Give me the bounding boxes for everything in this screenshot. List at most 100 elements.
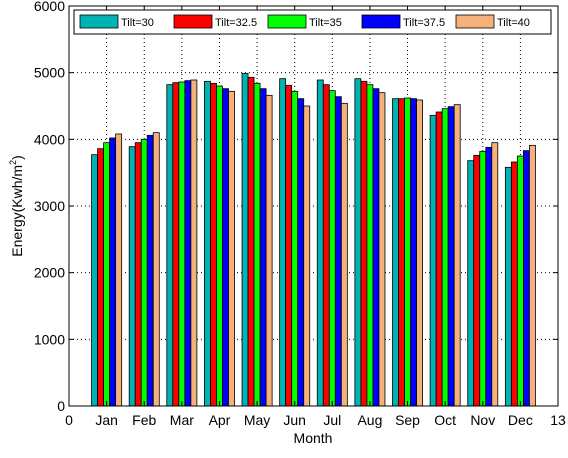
bar [184,80,192,407]
bar [441,108,449,407]
bar [491,142,499,407]
bar [316,79,324,407]
bar [360,80,368,407]
bar [303,105,311,407]
bar [222,88,229,407]
bar [529,144,536,407]
legend-swatch [361,14,401,29]
bar [297,98,305,407]
legend-swatch [267,14,307,29]
x-tick-label: Jul [323,412,341,428]
x-tick-label: Jan [95,412,118,428]
y-axis-title-sup: 2 [8,160,18,165]
bar [134,142,142,407]
bar [429,114,437,407]
bar [204,80,211,407]
x-tick-label: Nov [470,412,495,428]
y-tick-label: 5000 [34,65,65,81]
bar [146,134,154,407]
bar [485,146,493,407]
bar [410,98,417,407]
bar [190,79,198,407]
bar [516,155,524,407]
x-tick-label: Sep [395,412,420,428]
bar [378,92,386,407]
y-tick-label: 0 [57,398,65,414]
axis-ticks [68,5,559,407]
bar [522,150,530,407]
y-axis-title-end: ) [9,155,25,160]
x-tick-label: Aug [357,412,382,428]
x-tick-label: Jun [283,412,306,428]
bar [253,82,261,407]
bar [285,84,293,407]
bar [340,102,348,407]
bar [97,148,105,407]
y-axis-title: Energy(Kwh/m2) [8,155,25,257]
legend-label: Tilt=32.5 [215,17,257,29]
y-tick-label: 4000 [34,131,65,147]
legend-swatch [79,14,119,29]
x-tick-label: 0 [65,412,73,428]
bar [328,90,336,407]
bar [166,84,174,407]
bar [216,85,223,407]
bar [447,106,455,407]
bar [259,88,267,407]
bar [435,111,443,407]
bar [467,160,475,407]
y-tick-label: 1000 [34,331,65,347]
bar [322,84,330,407]
y-tick-label: 3000 [34,198,65,214]
bar [404,97,411,407]
x-tick-label: Dec [508,412,533,428]
y-tick-label: 2000 [34,265,65,281]
x-tick-labels: 0 Jan Feb Mar Apr May Jun Jul Aug Sep Oct Nov Dec 13 [65,412,566,428]
bar [398,98,405,407]
bar [247,76,255,407]
legend-label: Tilt=30 [121,17,154,29]
bar [152,132,160,407]
y-tick-labels: 0 1000 2000 3000 4000 5000 6000 [34,0,65,414]
bar [178,81,186,407]
bar [416,99,423,407]
bar [91,154,98,407]
bar [510,161,518,407]
legend-label: Tilt=40 [497,17,530,29]
legend-label: Tilt=37.5 [403,17,445,29]
bar [115,133,123,407]
bar [354,78,362,407]
bar [172,82,180,407]
bar [128,146,136,407]
bar [109,137,117,407]
bar [265,94,273,407]
x-tick-label: 13 [550,412,566,428]
legend-label: Tilt=35 [309,17,342,29]
bar [241,72,249,407]
bar [479,150,487,407]
legend-swatch [173,14,213,29]
legend-swatch [455,14,495,29]
x-tick-label: Feb [132,412,156,428]
bar [228,90,235,407]
bar [372,88,380,407]
x-tick-label: May [244,412,270,428]
x-tick-label: Oct [434,412,456,428]
bars [91,72,536,407]
bar [103,142,111,407]
bar [366,84,374,407]
bar [140,138,148,407]
y-axis-title-main: Energy(Kwh/m [9,165,25,257]
bar [473,154,481,407]
x-axis-title: Month [294,430,333,446]
bar [291,90,299,407]
y-tick-label: 6000 [34,0,65,14]
bar [210,82,217,407]
bar [453,104,461,407]
legend: Tilt=30 Tilt=32.5 Tilt=35 Tilt=37.5 Tilt=40 [73,9,552,35]
x-tick-label: Apr [209,412,231,428]
bar [279,78,287,407]
x-tick-label: Mar [170,412,194,428]
bar [504,166,512,407]
